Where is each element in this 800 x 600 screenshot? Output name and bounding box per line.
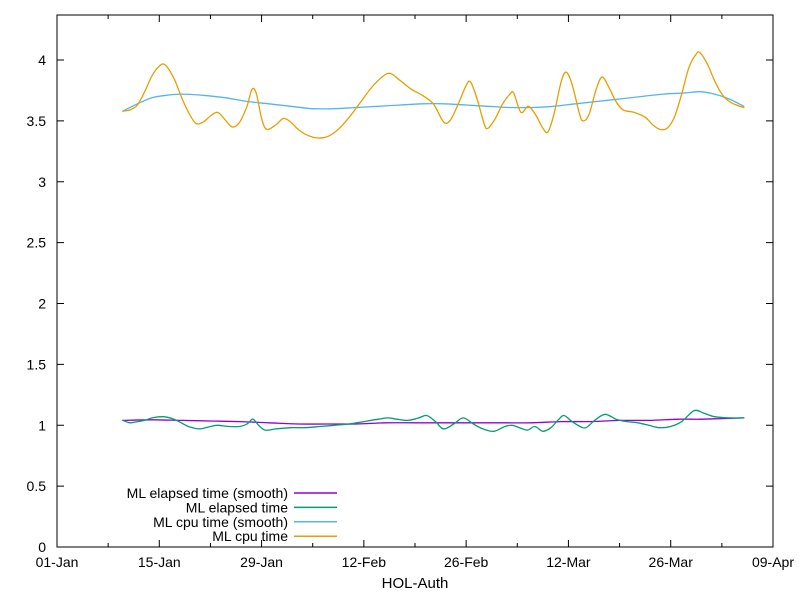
axis-ticks: 0 0.5 1 1.5 2 2.5 3 3.5 4 01-Jan 15-Jan 29-Jan 12-Fe…	[27, 15, 794, 570]
series-line-ml-cpu-time-smooth	[122, 91, 745, 112]
x-tick-label: 12-Feb	[342, 554, 387, 570]
y-tick-label: 1.5	[27, 356, 47, 372]
y-tick-label: 0	[38, 539, 46, 555]
x-tick-label: 01-Jan	[36, 554, 79, 570]
legend-label-ml-cpu-time: ML cpu time	[212, 528, 288, 544]
legend-label-ml-cpu-time-smooth: ML cpu time (smooth)	[153, 514, 288, 530]
legend-label-ml-elapsed-time-smooth: ML elapsed time (smooth)	[127, 485, 288, 501]
x-axis-title: HOL-Auth	[382, 575, 449, 592]
y-tick-label: 1	[38, 417, 46, 433]
y-tick-label: 2.5	[27, 235, 47, 251]
y-tick-label: 3.5	[27, 113, 47, 129]
legend: ML elapsed time (smooth)ML elapsed timeM…	[127, 485, 337, 544]
y-tick-label: 2	[38, 296, 46, 312]
legend-label-ml-elapsed-time: ML elapsed time	[186, 499, 288, 515]
x-tick-label: 26-Mar	[649, 554, 694, 570]
series-line-ml-elapsed-time-smooth	[122, 417, 745, 425]
plot-border	[56, 14, 774, 548]
y-tick-label: 4	[38, 52, 46, 68]
series-line-ml-elapsed-time	[122, 409, 745, 433]
series-line-ml-cpu-time	[122, 51, 745, 139]
x-tick-label: 12-Mar	[546, 554, 591, 570]
x-tick-label: 09-Apr	[752, 554, 794, 570]
y-tick-label: 0.5	[27, 478, 47, 494]
x-tick-label: 29-Jan	[240, 554, 283, 570]
y-tick-label: 3	[38, 174, 46, 190]
x-tick-label: 26-Feb	[444, 554, 489, 570]
x-tick-label: 15-Jan	[138, 554, 181, 570]
series-lines	[122, 51, 745, 433]
